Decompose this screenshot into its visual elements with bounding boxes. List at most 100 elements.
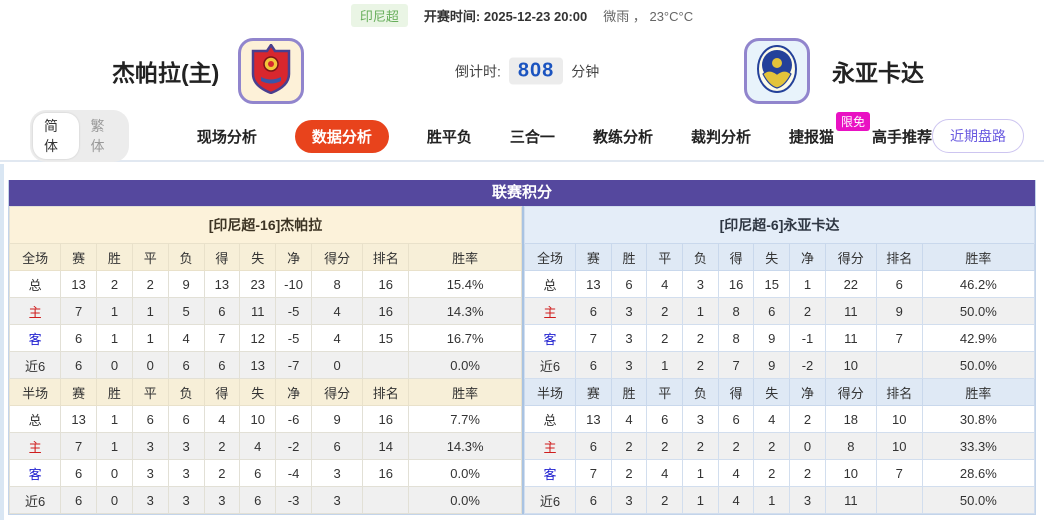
- column-header: 净: [789, 378, 826, 406]
- stat-cell: 1: [646, 351, 684, 379]
- tab-referee-analysis[interactable]: 裁判分析: [690, 128, 751, 146]
- tabs: 现场分析 数据分析 胜平负 三合一 教练分析 裁判分析 捷报猫 限免 高手推荐: [196, 111, 932, 153]
- column-header: 全场: [8, 243, 62, 271]
- stat-cell: -4: [275, 459, 312, 487]
- column-header: 赛: [575, 243, 612, 271]
- stat-cell: 13: [575, 405, 612, 433]
- column-header-row: 全场赛胜平负得失净得分 排名 胜率: [524, 243, 1036, 271]
- column-header: 平: [646, 378, 684, 406]
- column-header: 胜率: [408, 378, 522, 406]
- stat-cell: 6: [203, 351, 241, 379]
- stat-cell: 1: [96, 405, 133, 433]
- stat-cell: 2: [682, 351, 719, 379]
- stat-cell: 2: [789, 297, 826, 325]
- stat-cell: 1: [682, 297, 719, 325]
- stat-cell: 7: [575, 324, 612, 352]
- stat-cell: 8: [310, 270, 364, 298]
- column-header: 赛: [575, 378, 612, 406]
- column-header: 胜率: [408, 243, 522, 271]
- stat-cell: 16: [362, 270, 410, 298]
- stat-cell: 0: [96, 351, 133, 379]
- stat-cell: 12: [239, 324, 277, 352]
- stat-cell: 6: [60, 486, 98, 514]
- stat-cell: 10: [239, 405, 277, 433]
- tab-data-analysis[interactable]: 数据分析: [294, 119, 389, 153]
- match-header: 杰帕拉(主) 倒计时: 808 分钟: [0, 30, 1044, 112]
- free-badge: 限免: [835, 111, 870, 131]
- stat-cell: 2: [753, 432, 791, 460]
- stat-cell: 2: [203, 459, 241, 487]
- column-header: 得: [717, 243, 755, 271]
- lang-simplified[interactable]: 简体: [33, 113, 80, 159]
- stat-cell: [362, 486, 410, 514]
- column-header-row: 全场赛胜平负得失净得分 排名 胜率: [8, 243, 522, 271]
- language-toggle: 简体 繁体: [30, 110, 129, 162]
- column-header: 排名: [875, 243, 923, 271]
- stats-row: 客 7 2 4 1 4 2 2 10 7 28.6%: [524, 459, 1036, 487]
- stat-cell: 3: [131, 459, 169, 487]
- stat-cell: 9: [167, 270, 205, 298]
- stat-cell: 2: [131, 270, 169, 298]
- lang-traditional[interactable]: 繁体: [90, 118, 105, 154]
- column-header: 胜: [96, 378, 133, 406]
- stat-cell: 4: [203, 405, 241, 433]
- countdown-unit: 分钟: [571, 63, 600, 79]
- stat-cell: 6: [60, 324, 98, 352]
- stat-cell: 6: [167, 351, 205, 379]
- stats-row: 近6 6 0 0 6 6 13 -7 0 0.0%: [8, 351, 522, 379]
- match-info-bar: 印尼超 开赛时间: 2025-12-23 20:00 微雨 ， 23°C°C: [0, 0, 1044, 30]
- stat-cell: 3: [610, 324, 648, 352]
- stat-cell: 16: [717, 270, 755, 298]
- column-header: 失: [239, 378, 277, 406]
- stat-cell: -7: [275, 351, 312, 379]
- stat-cell: 6: [60, 351, 98, 379]
- stat-cell: 9: [875, 297, 923, 325]
- stat-cell: 6: [575, 432, 612, 460]
- stat-cell: 30.8%: [921, 405, 1036, 433]
- stat-cell: 8: [717, 297, 755, 325]
- stats-row: 近6 6 3 1 2 7 9 -2 10 50.0%: [524, 351, 1036, 379]
- stat-cell: 16.7%: [408, 324, 522, 352]
- stat-cell: 6: [575, 351, 612, 379]
- column-header: 得分: [310, 378, 364, 406]
- column-header: 负: [167, 378, 205, 406]
- stat-cell: 7: [60, 297, 98, 325]
- column-header: 净: [275, 243, 312, 271]
- stat-cell: 3: [131, 486, 169, 514]
- tab-live-analysis[interactable]: 现场分析: [196, 128, 257, 146]
- column-header: 失: [753, 243, 791, 271]
- stat-cell: 3: [610, 486, 648, 514]
- stat-cell: 10: [824, 459, 877, 487]
- stats-row: 主 6 3 2 1 8 6 2 11 9 50.0%: [524, 297, 1036, 325]
- stat-cell: 13: [60, 270, 98, 298]
- stat-cell: 2: [646, 432, 684, 460]
- stat-cell: 1: [753, 486, 791, 514]
- tab-win-draw-lose[interactable]: 胜平负: [426, 128, 472, 146]
- tab-coach-analysis[interactable]: 教练分析: [592, 128, 653, 146]
- league-standings: 联赛积分 [印尼超-16]杰帕拉 全场赛胜平负得失净得分 排名 胜率总 13 2 2 9 13 2…: [8, 180, 1036, 515]
- column-header: 胜率: [921, 243, 1036, 271]
- team-section-banner: [印尼超-6]永亚卡达: [524, 206, 1035, 244]
- stat-cell: 28.6%: [921, 459, 1036, 487]
- stat-cell: -10: [275, 270, 312, 298]
- recent-odds-button[interactable]: 近期盘路: [932, 119, 1024, 153]
- column-header: 得分: [310, 243, 364, 271]
- league-badge[interactable]: 印尼超: [350, 3, 408, 27]
- stat-cell: 3: [167, 459, 205, 487]
- stat-cell: 2: [610, 459, 648, 487]
- stat-cell: 0: [131, 351, 169, 379]
- stat-cell: 0: [789, 432, 826, 460]
- tab-expert-picks[interactable]: 高手推荐: [871, 128, 932, 146]
- stat-cell: 6: [646, 405, 684, 433]
- tab-jiebao-cat[interactable]: 捷报猫 限免: [789, 111, 870, 147]
- column-header: 平: [646, 243, 684, 271]
- tab-three-in-one[interactable]: 三合一: [509, 128, 555, 146]
- row-label-home: 主: [8, 297, 62, 325]
- row-label-recent: 近6: [524, 486, 576, 514]
- column-header-row: 半场赛胜平负得失净得分 排名 胜率: [8, 378, 522, 406]
- stat-cell: 3: [203, 486, 241, 514]
- stat-cell: 11: [824, 486, 877, 514]
- red-shield-crest-icon: [248, 42, 294, 99]
- stat-cell: 9: [753, 324, 791, 352]
- stats-row: 主 6 2 2 2 2 2 0 8 10 33.3%: [524, 432, 1036, 460]
